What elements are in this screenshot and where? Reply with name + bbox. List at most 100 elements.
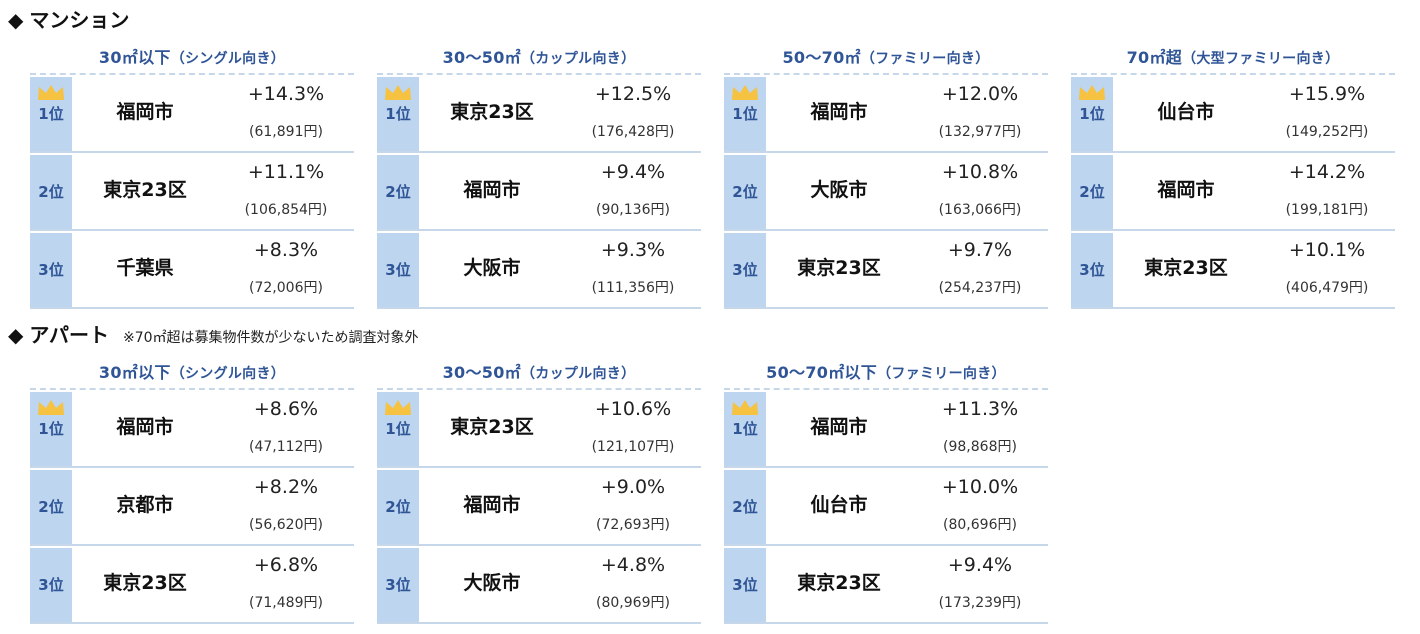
city-name: 福岡市	[810, 416, 868, 438]
rank-box: 1位	[724, 392, 766, 466]
ranking-row: 2位 京都市 +8.2% (56,620円)	[30, 470, 354, 546]
ranking-row: 3位 東京23区 +9.7% (254,237円)	[724, 233, 1048, 309]
diamond-icon: ◆	[8, 323, 24, 347]
average-rent: (90,136円)	[596, 202, 670, 218]
rank-label: 2位	[385, 498, 411, 516]
group-header: 30～50㎡（カップル向き）	[377, 43, 701, 75]
group-header-sub: （シングル向き）	[170, 366, 286, 382]
ranking-row: 2位 福岡市 +9.4% (90,136円)	[377, 155, 701, 231]
rent-change-percent: +14.3%	[247, 83, 325, 105]
crown-icon	[38, 85, 64, 100]
rank-label: 3位	[1079, 261, 1105, 279]
city-name: 東京23区	[1144, 257, 1228, 279]
rent-change-percent: +15.9%	[1288, 83, 1366, 105]
group-header-sub: （カップル向き）	[520, 51, 636, 67]
ranking-group: 30～50㎡（カップル向き） 1位 東京23区 +10.6% (121,107円) 2位 福…	[377, 358, 701, 624]
rent-change-percent: +11.1%	[247, 161, 325, 183]
ranking-row: 3位 大阪市 +4.8% (80,969円)	[377, 548, 701, 624]
ranking-row: 1位 福岡市 +8.6% (47,112円)	[30, 392, 354, 468]
rank-label: 1位	[385, 420, 411, 438]
average-rent: (406,479円)	[1285, 280, 1369, 296]
rank-box: 3位	[724, 548, 766, 622]
rank-label: 1位	[732, 420, 758, 438]
rank-box: 2位	[377, 155, 419, 229]
rent-change-percent: +10.6%	[594, 398, 672, 420]
rank-box: 2位	[30, 470, 72, 544]
group-header-sub: （大型ファミリー向き）	[1182, 51, 1340, 67]
average-rent: (254,237円)	[938, 280, 1022, 296]
city-name: 福岡市	[116, 416, 174, 438]
rank-label: 1位	[385, 105, 411, 123]
city-name: 大阪市	[463, 257, 521, 279]
ranking-row: 3位 東京23区 +10.1% (406,479円)	[1071, 233, 1395, 309]
rank-box: 1位	[724, 77, 766, 151]
rent-change-percent: +8.2%	[253, 476, 319, 498]
rank-box: 1位	[30, 77, 72, 151]
rank-box: 3位	[377, 233, 419, 307]
city-name: 東京23区	[103, 572, 187, 594]
group-header: 30～50㎡（カップル向き）	[377, 358, 701, 390]
average-rent: (149,252円)	[1285, 124, 1369, 140]
rent-change-percent: +9.4%	[947, 554, 1013, 576]
crown-icon	[1079, 85, 1105, 100]
crown-icon	[385, 85, 411, 100]
rank-label: 2位	[38, 183, 64, 201]
ranking-group: 30～50㎡（カップル向き） 1位 東京23区 +12.5% (176,428円) 2位 福…	[377, 43, 701, 309]
ranking-row: 2位 仙台市 +10.0% (80,696円)	[724, 470, 1048, 546]
ranking-row: 3位 千葉県 +8.3% (72,006円)	[30, 233, 354, 309]
rank-box: 2位	[724, 470, 766, 544]
group-header-sub: （シングル向き）	[170, 51, 286, 67]
rank-box: 1位	[377, 77, 419, 151]
rent-change-percent: +4.8%	[600, 554, 666, 576]
crown-icon	[732, 85, 758, 100]
group-header-sub: （ファミリー向き）	[860, 51, 990, 67]
rank-box: 3位	[30, 548, 72, 622]
ranking-group: 50～70㎡（ファミリー向き） 1位 福岡市 +12.0% (132,977円) 2位 大阪…	[724, 43, 1048, 309]
city-name: 東京23区	[797, 257, 881, 279]
group-header: 50～70㎡以下（ファミリー向き）	[724, 358, 1048, 390]
city-name: 東京23区	[103, 179, 187, 201]
ranking-group: 70㎡超（大型ファミリー向き） 1位 仙台市 +15.9% (149,252円) 2位 福岡…	[1071, 43, 1395, 309]
rank-label: 3位	[38, 576, 64, 594]
average-rent: (98,868円)	[943, 439, 1017, 455]
group-header-sub: （ファミリー向き）	[877, 366, 1006, 382]
rank-label: 2位	[1079, 183, 1105, 201]
average-rent: (176,428円)	[591, 124, 675, 140]
rent-change-percent: +12.0%	[941, 83, 1019, 105]
rank-box: 2位	[1071, 155, 1113, 229]
city-name: 福岡市	[1157, 179, 1215, 201]
crown-icon	[38, 400, 64, 415]
city-name: 大阪市	[810, 179, 868, 201]
rent-change-percent: +8.6%	[253, 398, 319, 420]
rank-label: 1位	[38, 420, 64, 438]
city-name: 東京23区	[450, 101, 534, 123]
city-name: 福岡市	[116, 101, 174, 123]
diamond-icon: ◆	[8, 8, 24, 32]
rank-label: 3位	[732, 576, 758, 594]
group-header-main: 30～50㎡	[442, 48, 521, 67]
ranking-row: 3位 大阪市 +9.3% (111,356円)	[377, 233, 701, 309]
ranking-row: 2位 福岡市 +14.2% (199,181円)	[1071, 155, 1395, 231]
average-rent: (106,854円)	[244, 202, 328, 218]
city-name: 京都市	[116, 494, 174, 516]
group-header-main: 50～70㎡	[782, 48, 861, 67]
rent-change-percent: +14.2%	[1288, 161, 1366, 183]
ranking-group: 30㎡以下（シングル向き） 1位 福岡市 +14.3% (61,891円) 2位 東京23区…	[30, 43, 354, 309]
city-name: 大阪市	[463, 572, 521, 594]
rank-box: 3位	[1071, 233, 1113, 307]
rent-change-percent: +12.5%	[594, 83, 672, 105]
ranking-row: 1位 東京23区 +10.6% (121,107円)	[377, 392, 701, 468]
rent-change-percent: +11.3%	[941, 398, 1019, 420]
rank-label: 2位	[732, 183, 758, 201]
rank-label: 1位	[1079, 105, 1105, 123]
group-header-main: 30㎡以下	[98, 48, 171, 67]
rank-label: 1位	[732, 105, 758, 123]
group-header: 30㎡以下（シングル向き）	[30, 43, 354, 75]
rent-change-percent: +9.0%	[600, 476, 666, 498]
rent-change-percent: +6.8%	[253, 554, 319, 576]
ranking-group: 30㎡以下（シングル向き） 1位 福岡市 +8.6% (47,112円) 2位 京都市 +8.…	[30, 358, 354, 624]
city-name: 東京23区	[450, 416, 534, 438]
average-rent: (71,489円)	[249, 595, 323, 611]
ranking-row: 2位 東京23区 +11.1% (106,854円)	[30, 155, 354, 231]
city-name: 仙台市	[810, 494, 868, 516]
